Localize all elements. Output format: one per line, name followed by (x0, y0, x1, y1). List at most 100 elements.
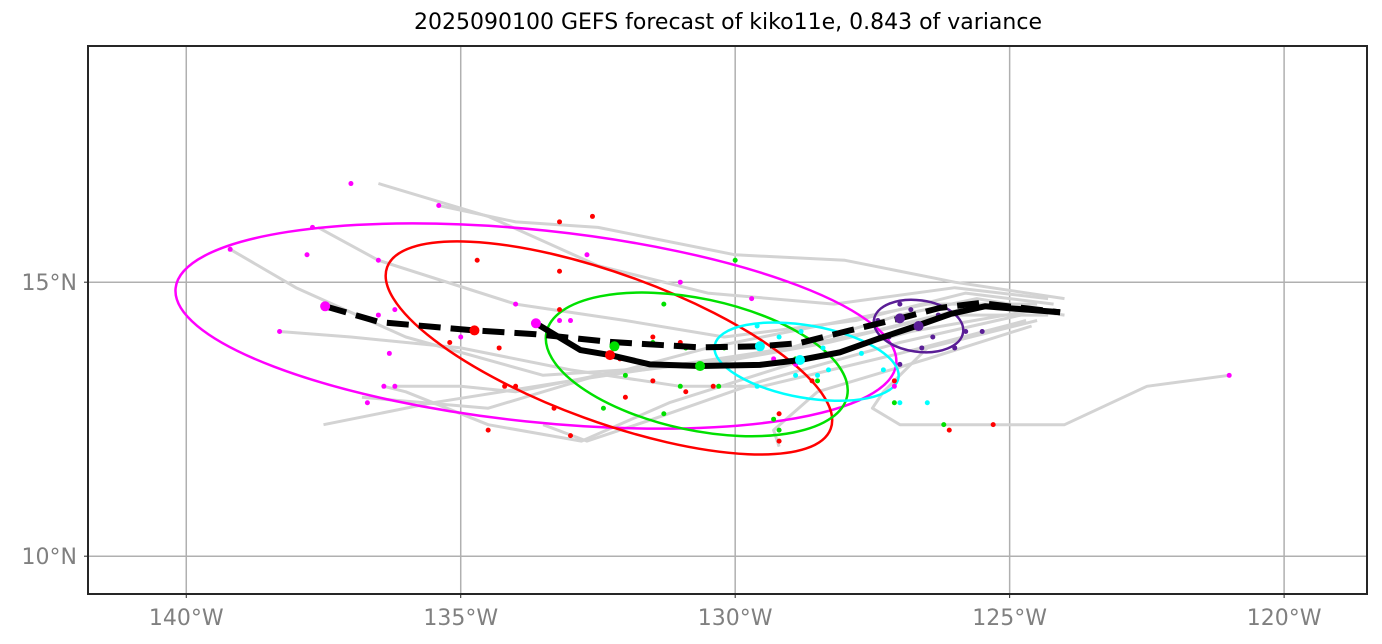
y-tick-label: 15°N (22, 271, 77, 296)
ellipse-purple (872, 298, 965, 354)
ensemble-point-magenta (348, 181, 354, 187)
ensemble-point-cyan (776, 334, 782, 340)
time-marker-magenta (530, 318, 541, 329)
ensemble-point-red (776, 438, 782, 444)
ensemble-point-green (776, 427, 782, 433)
ensemble-point-red (513, 383, 519, 389)
ensemble-point-red (622, 394, 628, 400)
ensemble-point-red (650, 334, 656, 340)
ensemble-point-cyan (826, 367, 832, 373)
ensemble-track (323, 297, 1043, 427)
ensemble-point-cyan (798, 329, 804, 335)
ensemble-point-red (710, 383, 716, 389)
ensemble-point-purple (897, 301, 903, 307)
ensemble-point-magenta (436, 202, 442, 208)
ensemble-point-purple (952, 345, 958, 351)
ensemble-point-red (557, 307, 563, 313)
ensemble-point-green (815, 378, 821, 384)
x-tick-label: 140°W (149, 606, 224, 631)
ensemble-point-green (716, 383, 722, 389)
ensemble-point-cyan (924, 400, 930, 406)
ensemble-point-red (776, 411, 782, 417)
ensemble-point-red (946, 427, 952, 433)
ellipse-red (384, 240, 834, 456)
ensemble-point-magenta (227, 246, 233, 252)
ensemble-point-purple (930, 334, 936, 340)
forecast-tracks (324, 299, 1061, 369)
ensemble-point-red (891, 378, 897, 384)
ensemble-point-purple (897, 361, 903, 367)
ensemble-points (227, 181, 1232, 444)
ensemble-point-green (941, 422, 947, 428)
ensemble-point-purple (919, 345, 925, 351)
ensemble-point-red (683, 389, 689, 395)
ensemble-point-magenta (749, 296, 755, 302)
time-marker-green (609, 341, 620, 352)
ensemble-track (394, 302, 1038, 394)
ensemble-point-green (600, 405, 606, 411)
ensemble-point-magenta (557, 318, 563, 324)
ensemble-point-red (990, 422, 996, 428)
ensemble-point-green (891, 400, 897, 406)
x-tick-label: 130°W (698, 606, 773, 631)
ensemble-point-magenta (1226, 372, 1232, 378)
ensemble-point-red (809, 378, 815, 384)
ensemble-point-red (496, 345, 502, 351)
y-tick-label: 10°N (22, 545, 77, 570)
x-tick-label: 135°W (423, 606, 498, 631)
ensemble-point-magenta (584, 252, 590, 258)
ensemble-point-cyan (754, 323, 760, 329)
time-marker-cyan (754, 341, 765, 352)
ensemble-point-red (650, 378, 656, 384)
ensemble-point-magenta (304, 252, 310, 258)
time-marker-magenta (320, 301, 331, 312)
ensemble-point-cyan (793, 372, 799, 378)
ensemble-point-green (622, 372, 628, 378)
ensemble-point-magenta (310, 224, 316, 230)
plot-area (174, 181, 1232, 456)
ensemble-track (542, 313, 1021, 443)
chart-title: 2025090100 GEFS forecast of kiko11e, 0.8… (414, 10, 1042, 35)
time-marker-red (469, 325, 480, 336)
time-marker-purple (894, 313, 905, 324)
x-tick-label: 120°W (1247, 606, 1322, 631)
time-markers (320, 301, 924, 372)
time-marker-green (695, 361, 706, 372)
ensemble-point-cyan (815, 372, 821, 378)
ensemble-point-red (557, 268, 563, 274)
ensemble-point-magenta (375, 312, 381, 318)
ensemble-point-cyan (754, 383, 760, 389)
ensemble-point-magenta (277, 329, 283, 335)
ensemble-point-magenta (677, 279, 683, 285)
ensemble-point-red (485, 427, 491, 433)
ensemble-point-red (502, 383, 508, 389)
time-marker-purple (913, 321, 924, 332)
y-axis-ticks: 15°N 10°N (22, 271, 88, 570)
ensemble-track (317, 226, 1054, 339)
ensemble-point-green (661, 301, 667, 307)
ensemble-point-red (568, 433, 574, 439)
ensemble-point-magenta (392, 307, 398, 313)
ensemble-point-red (447, 339, 453, 345)
ensemble-point-magenta (458, 334, 464, 340)
x-axis-ticks: 140°W 135°W 130°W 125°W 120°W (149, 594, 1322, 631)
ensemble-point-red (557, 219, 563, 225)
ensemble-track (438, 204, 1065, 301)
uncertainty-ellipses (174, 222, 965, 456)
ensemble-point-cyan (880, 367, 886, 373)
plot-frame (87, 45, 1368, 595)
ensemble-point-magenta (891, 383, 897, 389)
ensemble-point-cyan (820, 345, 826, 351)
ensemble-point-magenta (386, 350, 392, 356)
ensemble-point-magenta (375, 257, 381, 263)
ensemble-track (229, 248, 1049, 377)
ensemble-point-green (732, 257, 738, 263)
ensemble-point-purple (908, 307, 914, 313)
ensemble-point-magenta (513, 301, 519, 307)
ensemble-point-red (474, 257, 480, 263)
ensemble-point-magenta (392, 383, 398, 389)
ensemble-point-red (589, 213, 595, 219)
ensemble-point-green (661, 411, 667, 417)
grid (88, 46, 1367, 594)
